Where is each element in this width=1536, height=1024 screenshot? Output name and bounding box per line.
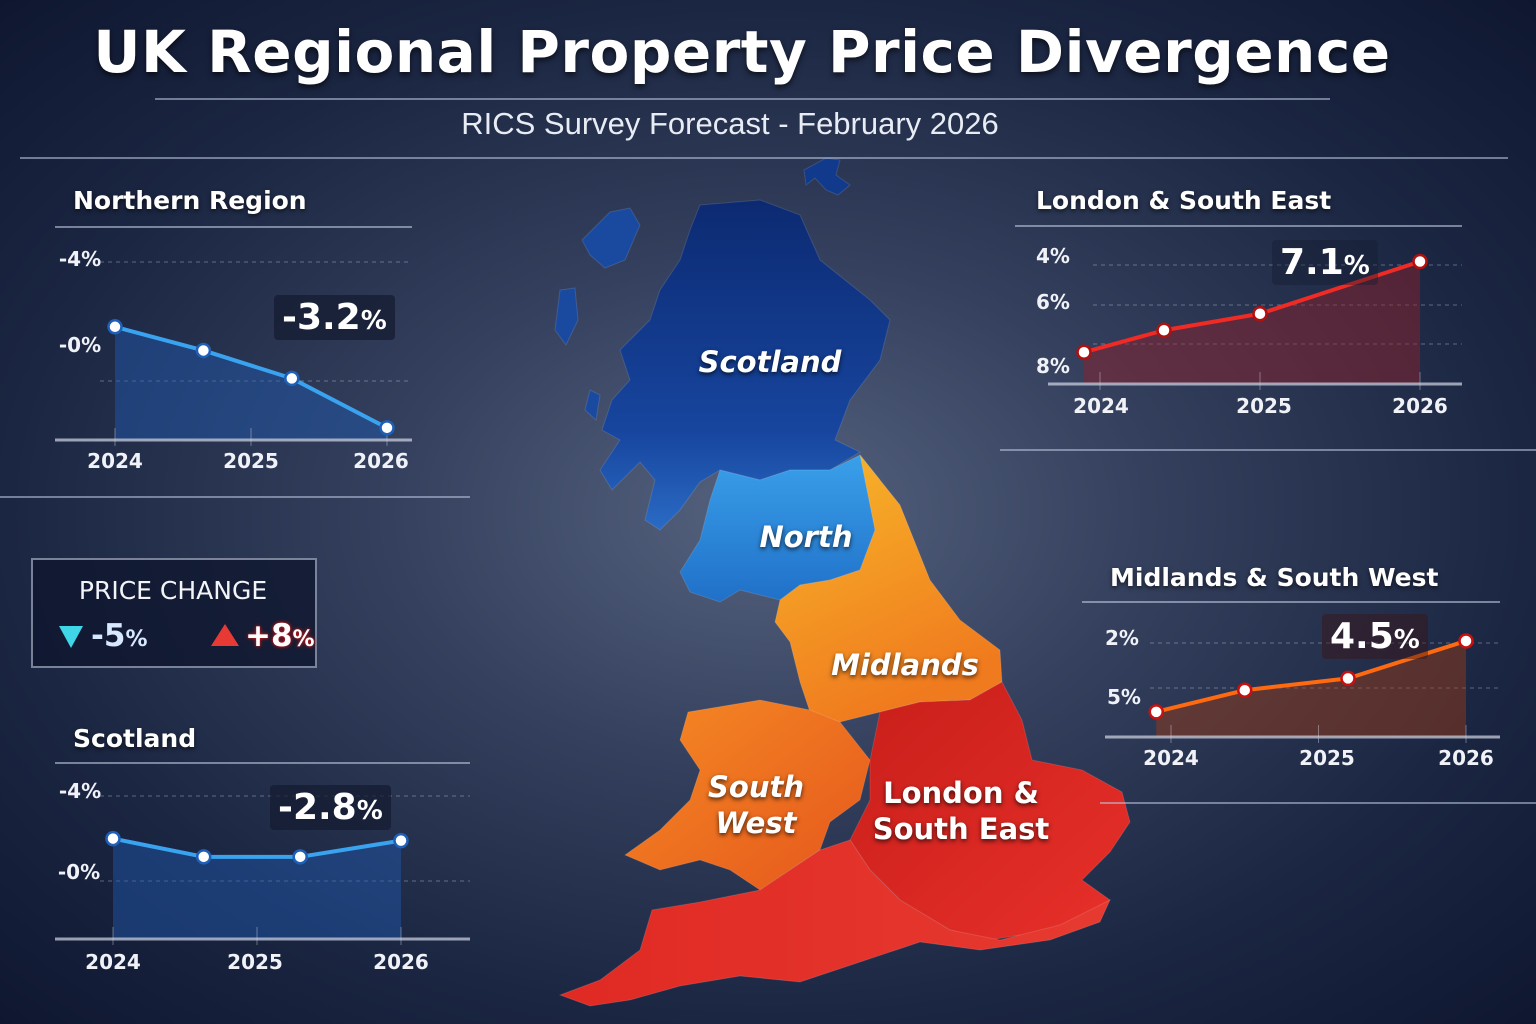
map-label-south-west: South West [708, 769, 804, 841]
map-label-line: London & [883, 776, 1039, 810]
divider [55, 226, 412, 228]
series-area-london [1084, 261, 1420, 384]
data-point [1148, 704, 1164, 720]
data-point [107, 319, 123, 335]
y-tick: -0% [58, 333, 102, 357]
divider [1015, 225, 1462, 227]
y-tick: 6% [1036, 290, 1070, 314]
y-tick: -4% [58, 779, 102, 803]
annotation-unit: % [1343, 251, 1370, 281]
data-point [1412, 253, 1428, 270]
annotation-scotland: -2.8% [270, 785, 391, 830]
series-line-london [1083, 259, 1421, 355]
page-title: UK Regional Property Price Divergence [93, 18, 1391, 86]
data-point [379, 420, 395, 436]
legend-up-value: +8% [245, 618, 315, 654]
panel-title-midlands: Midlands & South West [1110, 563, 1439, 592]
y-tick: 8% [1036, 354, 1070, 378]
series-area-northern [115, 326, 387, 440]
y-tick: 4% [1036, 244, 1070, 268]
map-label-line: South East [872, 812, 1050, 846]
data-point [284, 370, 300, 387]
x-tick: 2024 [85, 950, 141, 974]
uk-map [554, 157, 1131, 1007]
divider [55, 762, 470, 764]
y-tick: -4% [58, 247, 102, 271]
x-tick: 2025 [227, 950, 283, 974]
x-tick: 2025 [223, 449, 279, 473]
map-region-south-west[interactable] [623, 699, 871, 891]
panel-title-northern: Northern Region [73, 186, 307, 215]
data-point [292, 849, 308, 865]
data-point [1076, 344, 1092, 360]
triangle-up-icon [211, 624, 239, 646]
page-subtitle: RICS Survey Forecast - February 2026 [461, 106, 999, 141]
x-tick: 2026 [1392, 394, 1448, 418]
triangle-down-icon [59, 626, 83, 648]
data-point [195, 849, 212, 865]
legend-percent: % [292, 627, 315, 652]
data-point [1252, 306, 1268, 322]
legend-down-number: -5 [91, 618, 126, 654]
annotation-value: -3.2 [282, 297, 361, 338]
map-label-line: South [708, 770, 804, 804]
annotation-unit: % [356, 796, 383, 826]
price-change-legend: PRICE CHANGE -5% +8% [31, 558, 317, 668]
data-point [1458, 633, 1474, 649]
series-area-scotland [113, 838, 401, 939]
annotation-midlands: 4.5% [1322, 614, 1428, 659]
map-label-north: North [759, 520, 853, 554]
legend-down-value: -5% [91, 618, 147, 654]
x-tick: 2025 [1236, 394, 1292, 418]
annotation-unit: % [360, 306, 387, 336]
x-tick: 2024 [87, 449, 143, 473]
x-tick: 2026 [353, 449, 409, 473]
legend-percent: % [125, 627, 148, 652]
data-point [195, 342, 212, 359]
x-tick: 2025 [1299, 746, 1355, 770]
data-point [393, 832, 409, 849]
annotation-value: 4.5 [1330, 616, 1394, 657]
annotation-value: -2.8 [278, 787, 357, 828]
data-point [1237, 682, 1253, 698]
dividers [0, 98, 1536, 804]
map-island-hebrides [554, 207, 641, 421]
series-area-midlands [1156, 640, 1466, 737]
x-tick: 2024 [1143, 746, 1199, 770]
series-line-scotland [112, 836, 402, 859]
map-region-scotland[interactable] [599, 199, 891, 531]
y-tick: 5% [1107, 685, 1141, 709]
data-point [1156, 322, 1172, 338]
x-tick: 2026 [373, 950, 429, 974]
annotation-london: 7.1% [1272, 240, 1378, 285]
legend-title: PRICE CHANGE [78, 576, 268, 605]
map-label-scotland: Scotland [698, 345, 842, 379]
legend-up-number: +8 [245, 618, 293, 654]
map-label-midlands: Midlands [831, 648, 979, 682]
map-label-london-south-east: London & South East [873, 775, 1050, 847]
data-point [1340, 670, 1356, 687]
data-point [105, 830, 121, 847]
annotation-northern: -3.2% [274, 295, 395, 340]
x-tick: 2026 [1438, 746, 1494, 770]
divider [1082, 601, 1500, 603]
annotation-value: 7.1 [1280, 242, 1344, 283]
map-region-south-coast [558, 839, 1112, 1007]
panel-title-london: London & South East [1036, 186, 1332, 215]
y-tick: -0% [57, 860, 101, 884]
y-tick: 2% [1105, 626, 1139, 650]
map-label-line: West [715, 806, 797, 840]
panel-title-scotland: Scotland [73, 724, 197, 753]
series-line-northern [114, 324, 388, 430]
annotation-unit: % [1393, 625, 1420, 655]
charts-layer [55, 253, 1500, 945]
map-island-shetland [803, 157, 851, 196]
series-line-midlands [1155, 639, 1467, 714]
x-tick: 2024 [1073, 394, 1129, 418]
